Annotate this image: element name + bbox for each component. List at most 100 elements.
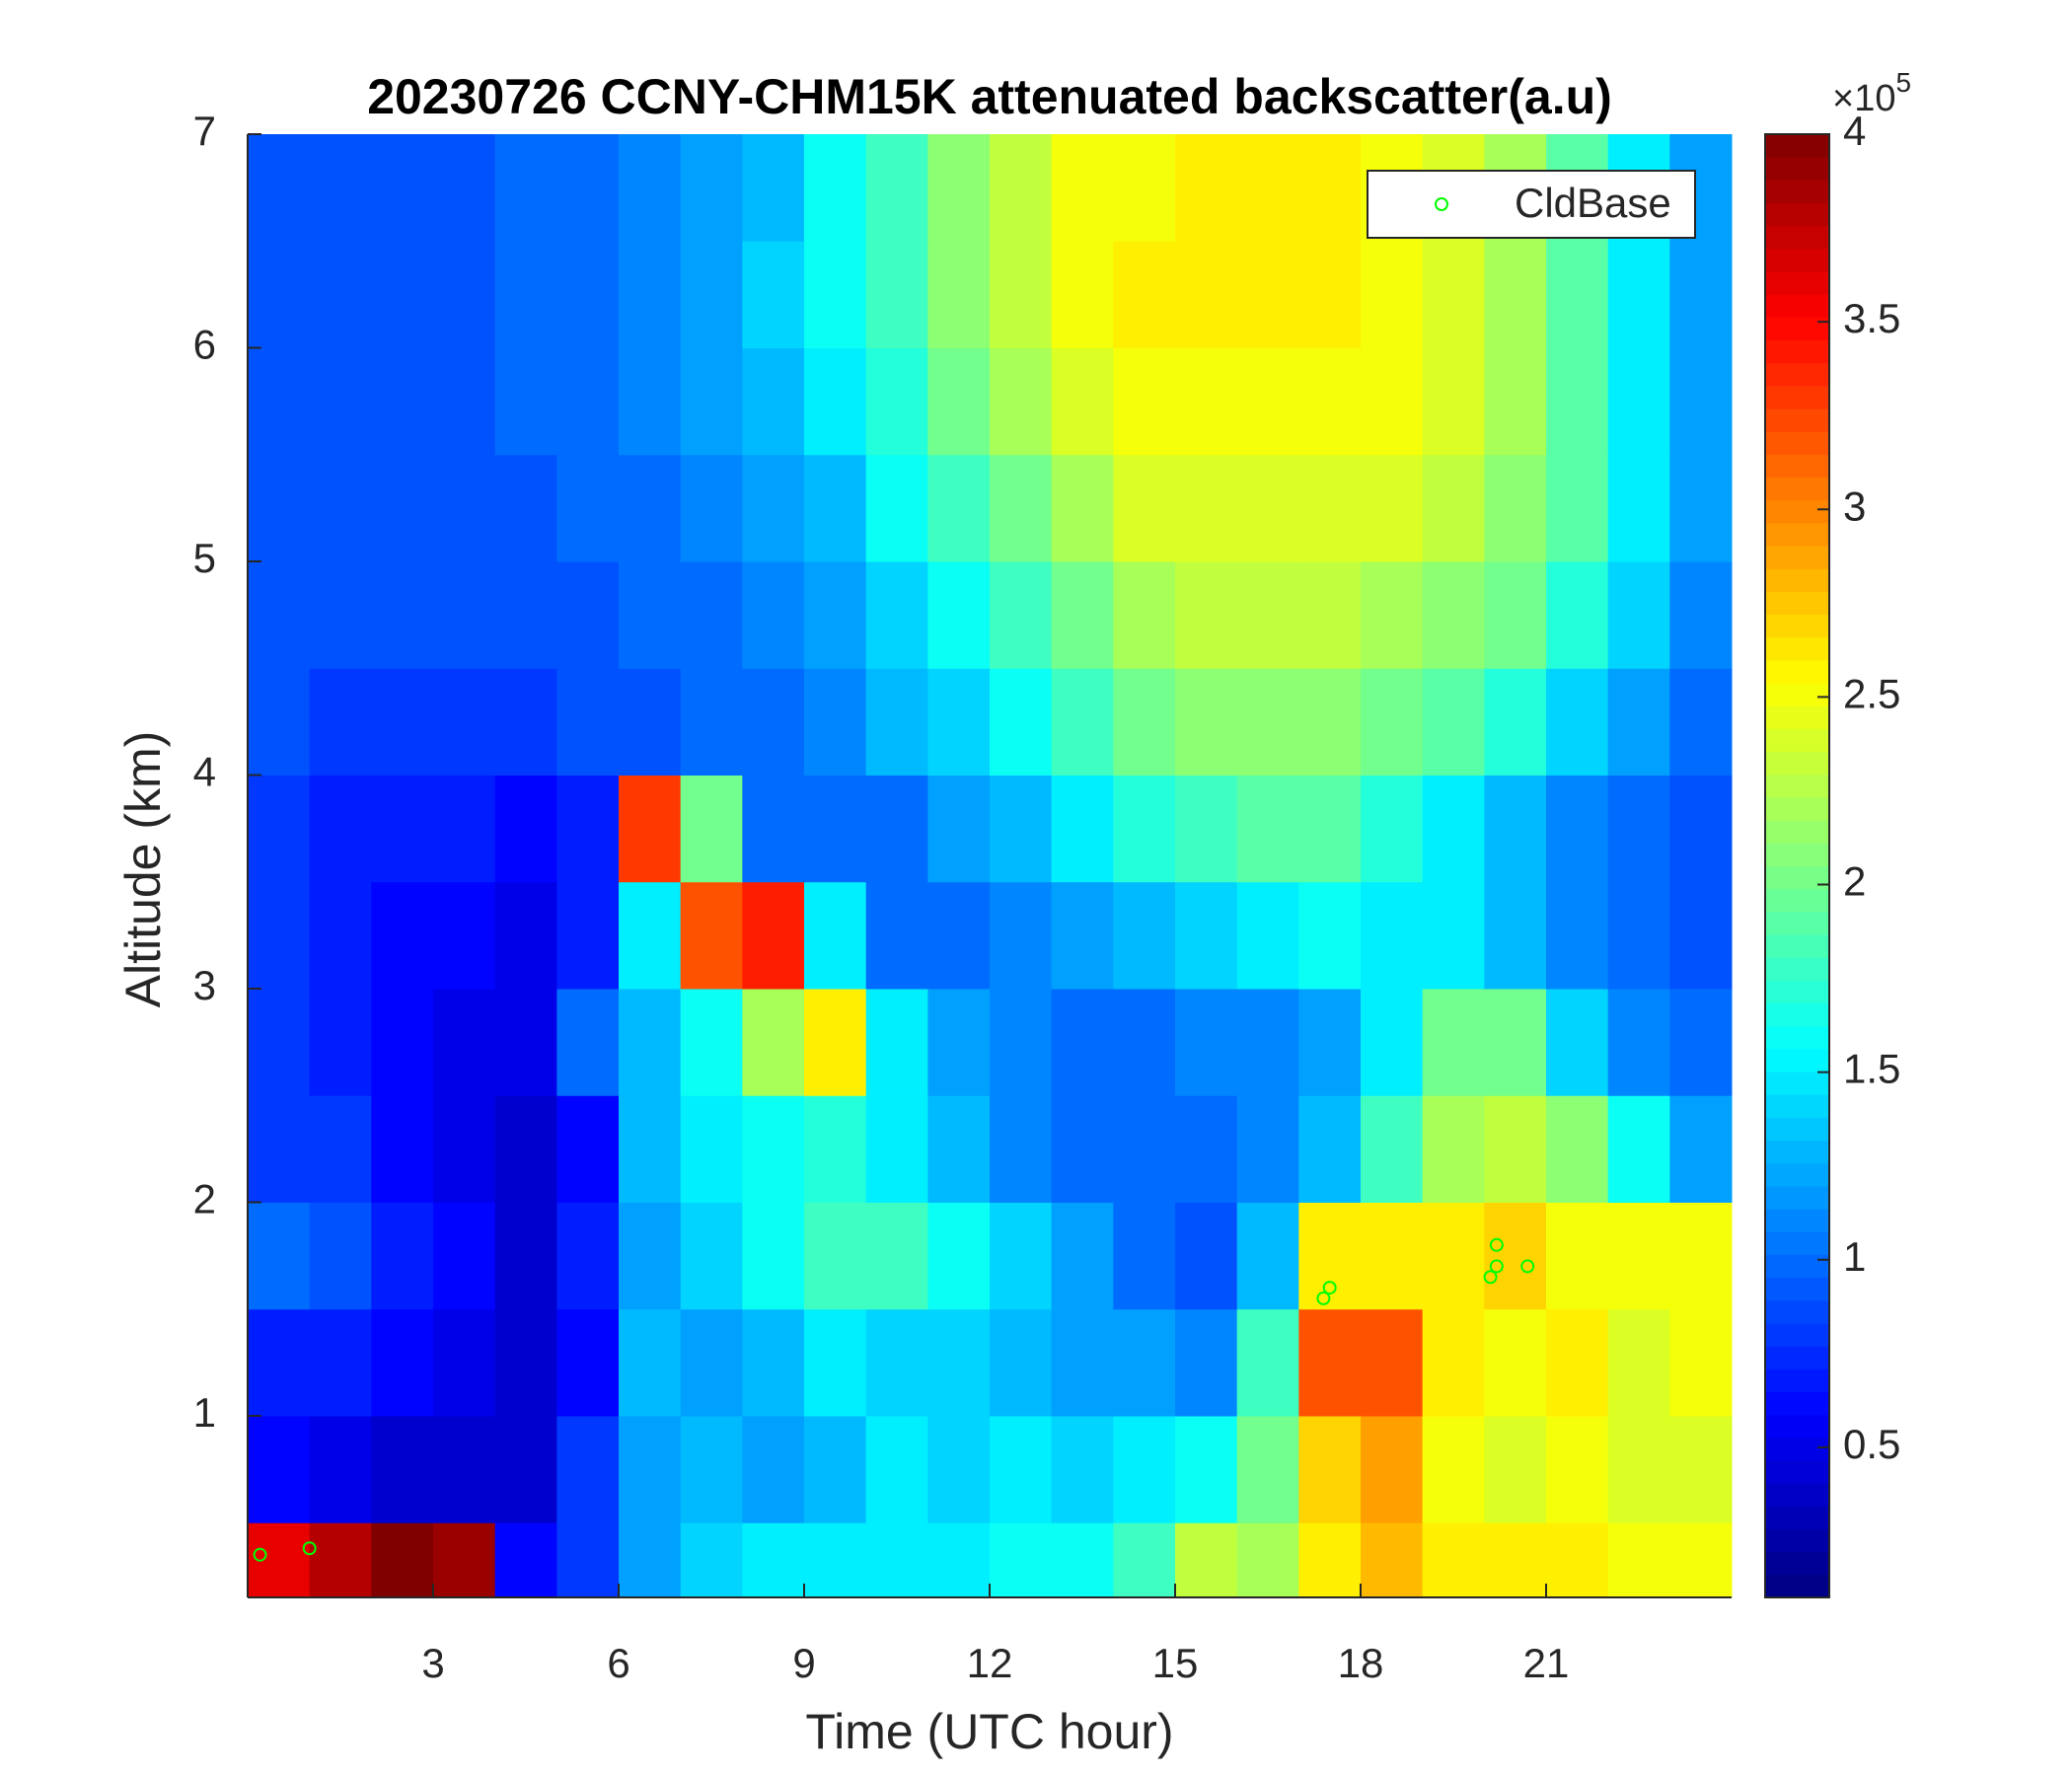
heatmap-cell	[556, 881, 620, 990]
heatmap-cell	[1113, 988, 1176, 1096]
heatmap-cell	[556, 1202, 620, 1310]
legend-marker	[1435, 197, 1448, 211]
heatmap-cell	[742, 454, 805, 562]
heatmap-cell	[556, 668, 620, 776]
heatmap-cell	[1361, 1308, 1424, 1417]
heatmap-cell	[990, 241, 1053, 348]
heatmap-cell	[1236, 454, 1299, 562]
heatmap-cell	[1607, 1095, 1670, 1203]
heatmap-cell	[1051, 347, 1114, 456]
heatmap-cell	[1051, 1522, 1114, 1598]
cloud-base-point	[1489, 1259, 1504, 1274]
heatmap-cell	[1113, 1095, 1176, 1203]
cloud-base-point	[1316, 1291, 1331, 1305]
heatmap-cell	[248, 134, 311, 242]
heatmap-cell	[1546, 988, 1609, 1096]
heatmap-cell	[742, 1522, 805, 1598]
heatmap-cell	[1298, 560, 1362, 669]
heatmap-cell	[865, 1308, 928, 1417]
colorbar-step	[1765, 1140, 1829, 1164]
x-tick-label: 21	[1523, 1640, 1570, 1686]
heatmap-cell	[619, 1308, 682, 1417]
multiplier-base: ×10	[1832, 78, 1895, 119]
heatmap-cell	[619, 988, 682, 1096]
heatmap-cell	[619, 1095, 682, 1203]
heatmap-cell	[433, 1095, 496, 1203]
heatmap-cell	[1669, 668, 1733, 776]
colorbar-step	[1765, 751, 1829, 776]
heatmap-cell	[865, 347, 928, 456]
heatmap-cell	[1175, 560, 1238, 669]
heatmap-cell	[927, 347, 991, 456]
heatmap-cell	[1298, 1522, 1362, 1598]
heatmap-cell	[1113, 134, 1176, 242]
heatmap-cell	[1422, 560, 1485, 669]
heatmap-cell	[1175, 1308, 1238, 1417]
heatmap-cell	[1607, 668, 1670, 776]
heatmap-cell	[1298, 1415, 1362, 1523]
heatmap-cell	[1298, 347, 1362, 456]
y-tick-label: 4	[193, 749, 216, 795]
heatmap-cell	[1669, 454, 1733, 562]
colorbar-step	[1765, 1231, 1829, 1255]
heatmap-cell	[1484, 988, 1547, 1096]
colorbar-step	[1765, 1459, 1829, 1484]
heatmap-cell	[1175, 1095, 1238, 1203]
heatmap-cell	[865, 1202, 928, 1310]
colorbar-tick-label: 1	[1843, 1233, 1866, 1280]
cloud-base-point	[302, 1541, 317, 1556]
heatmap-cell	[1051, 1202, 1114, 1310]
heatmap-cell	[1422, 1308, 1485, 1417]
heatmap-cell	[1607, 881, 1670, 990]
heatmap-cell	[248, 988, 311, 1096]
heatmap-cell	[1175, 134, 1238, 242]
heatmap-cell	[1484, 775, 1547, 883]
heatmap-cell	[494, 988, 557, 1096]
colorbar-step	[1765, 934, 1829, 958]
heatmap-cell	[742, 347, 805, 456]
heatmap-cell	[494, 881, 557, 990]
heatmap-cell	[1236, 668, 1299, 776]
colorbar-step	[1765, 385, 1829, 409]
colorbar-step	[1765, 1299, 1829, 1324]
heatmap-cell	[433, 1202, 496, 1310]
heatmap-cell	[309, 668, 372, 776]
heatmap-cell	[1669, 775, 1733, 883]
cloud-base-point	[1322, 1281, 1337, 1295]
heatmap-cell	[1175, 454, 1238, 562]
heatmap-cell	[494, 560, 557, 669]
colorbar-step	[1765, 1551, 1829, 1576]
heatmap-cell	[1607, 1522, 1670, 1598]
colorbar-step	[1765, 1322, 1829, 1347]
heatmap-cell	[990, 1202, 1053, 1310]
heatmap-cell	[309, 454, 372, 562]
colorbar-step	[1765, 546, 1829, 569]
heatmap-cell	[865, 241, 928, 348]
heatmap-cell	[1546, 1202, 1609, 1310]
chart-title: 20230726 CCNY-CHM15K attenuated backscat…	[367, 69, 1612, 124]
heatmap-cell	[619, 454, 682, 562]
heatmap-cell	[1422, 775, 1485, 883]
heatmap-cell	[1175, 775, 1238, 883]
y-tick-label: 3	[193, 962, 216, 1008]
colorbar-step	[1765, 1094, 1829, 1118]
heatmap-cell	[1298, 454, 1362, 562]
heatmap-cell	[1607, 454, 1670, 562]
heatmap-cell	[680, 1095, 743, 1203]
heatmap-cell	[1051, 1095, 1114, 1203]
heatmap-cell	[556, 1095, 620, 1203]
heatmap-cell	[804, 1202, 867, 1310]
heatmap-cell	[1175, 1522, 1238, 1598]
heatmap-cell	[1484, 1202, 1547, 1310]
colorbar-multiplier: ×105	[1832, 67, 1911, 119]
heatmap-cell	[990, 1095, 1053, 1203]
heatmap-cell	[1361, 988, 1424, 1096]
y-tick-label: 6	[193, 322, 216, 368]
multiplier-exponent: 5	[1895, 67, 1911, 98]
heatmap-cell	[371, 668, 434, 776]
heatmap-cell	[1298, 775, 1362, 883]
heatmap-cell	[309, 1415, 372, 1523]
heatmap-cell	[1484, 1522, 1547, 1598]
heatmap-cell	[371, 1095, 434, 1203]
